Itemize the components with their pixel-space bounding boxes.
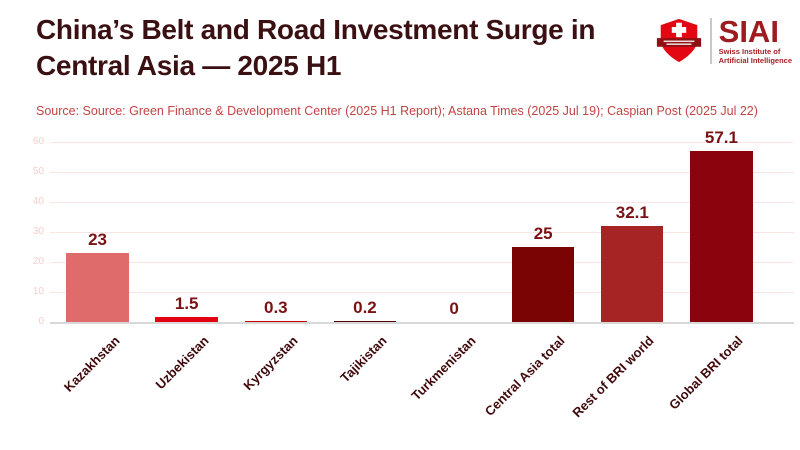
siai-shield-icon [656,18,701,63]
siai-logo: SIAI Swiss Institute of Artificial Intel… [654,16,792,66]
bar-value-label: 23 [88,230,108,249]
bar [511,247,575,322]
bar-value-label: 0.2 [353,298,377,317]
gridline [50,232,794,233]
x-axis-label: Uzbekistan [152,333,212,393]
y-tick-label: 60 [32,136,44,147]
source-note: Source: Source: Green Finance & Developm… [36,104,758,118]
y-tick-label: 10 [32,286,44,297]
logo-divider [709,18,712,64]
x-axis-label: Kyrgyzstan [240,333,301,394]
bar-value-label: 0 [449,299,459,318]
bar-value-label: 25 [533,224,553,243]
x-axis-label: Global BRI total [666,333,747,413]
gridline [50,142,794,143]
bar-value-label: 32.1 [615,203,649,222]
title-line-2: Central Asia — 2025 H1 [36,50,342,81]
x-axis-label: Central Asia total [481,333,568,419]
bar-chart: 0 10 20 30 40 50 60 23 Kazakhstan 1.5 Uzbekistan 0.… [0,128,800,450]
bar [690,151,753,322]
bar-value-label: 0.3 [263,298,288,317]
bar [66,253,129,322]
logo-text: SIAI Swiss Institute of Artificial Intel… [718,14,792,65]
x-axis-label: Kazakhstan [60,333,123,395]
y-tick-label: 30 [32,226,44,237]
title-line-1: China’s Belt and Road Investment Surge i… [36,14,596,45]
gridline [50,172,794,173]
bar [244,321,307,322]
bar [601,226,664,322]
gridline [50,202,794,203]
x-axis-label: Turkmenistan [408,333,479,404]
y-tick-label: 0 [38,316,44,327]
logo-wordmark: SIAI [718,14,779,49]
bar-value-label: 57.1 [704,128,738,147]
x-axis-label: Rest of BRI world [569,333,657,421]
bar-value-label: 1.5 [174,294,199,313]
bar [333,321,397,322]
x-axis-label: Tajikistan [337,333,390,386]
y-tick-label: 50 [32,166,44,177]
gridline [50,262,794,263]
y-tick-label: 20 [32,256,44,267]
page-title: China’s Belt and Road Investment Surge i… [36,12,656,84]
bar [155,317,218,322]
logo-tagline-line-1: Swiss Institute of [718,47,781,56]
gridline [50,292,794,293]
logo-tagline-line-2: Artificial Intelligence [718,56,792,65]
y-tick-label: 40 [32,196,44,207]
x-axis-line [50,322,794,324]
